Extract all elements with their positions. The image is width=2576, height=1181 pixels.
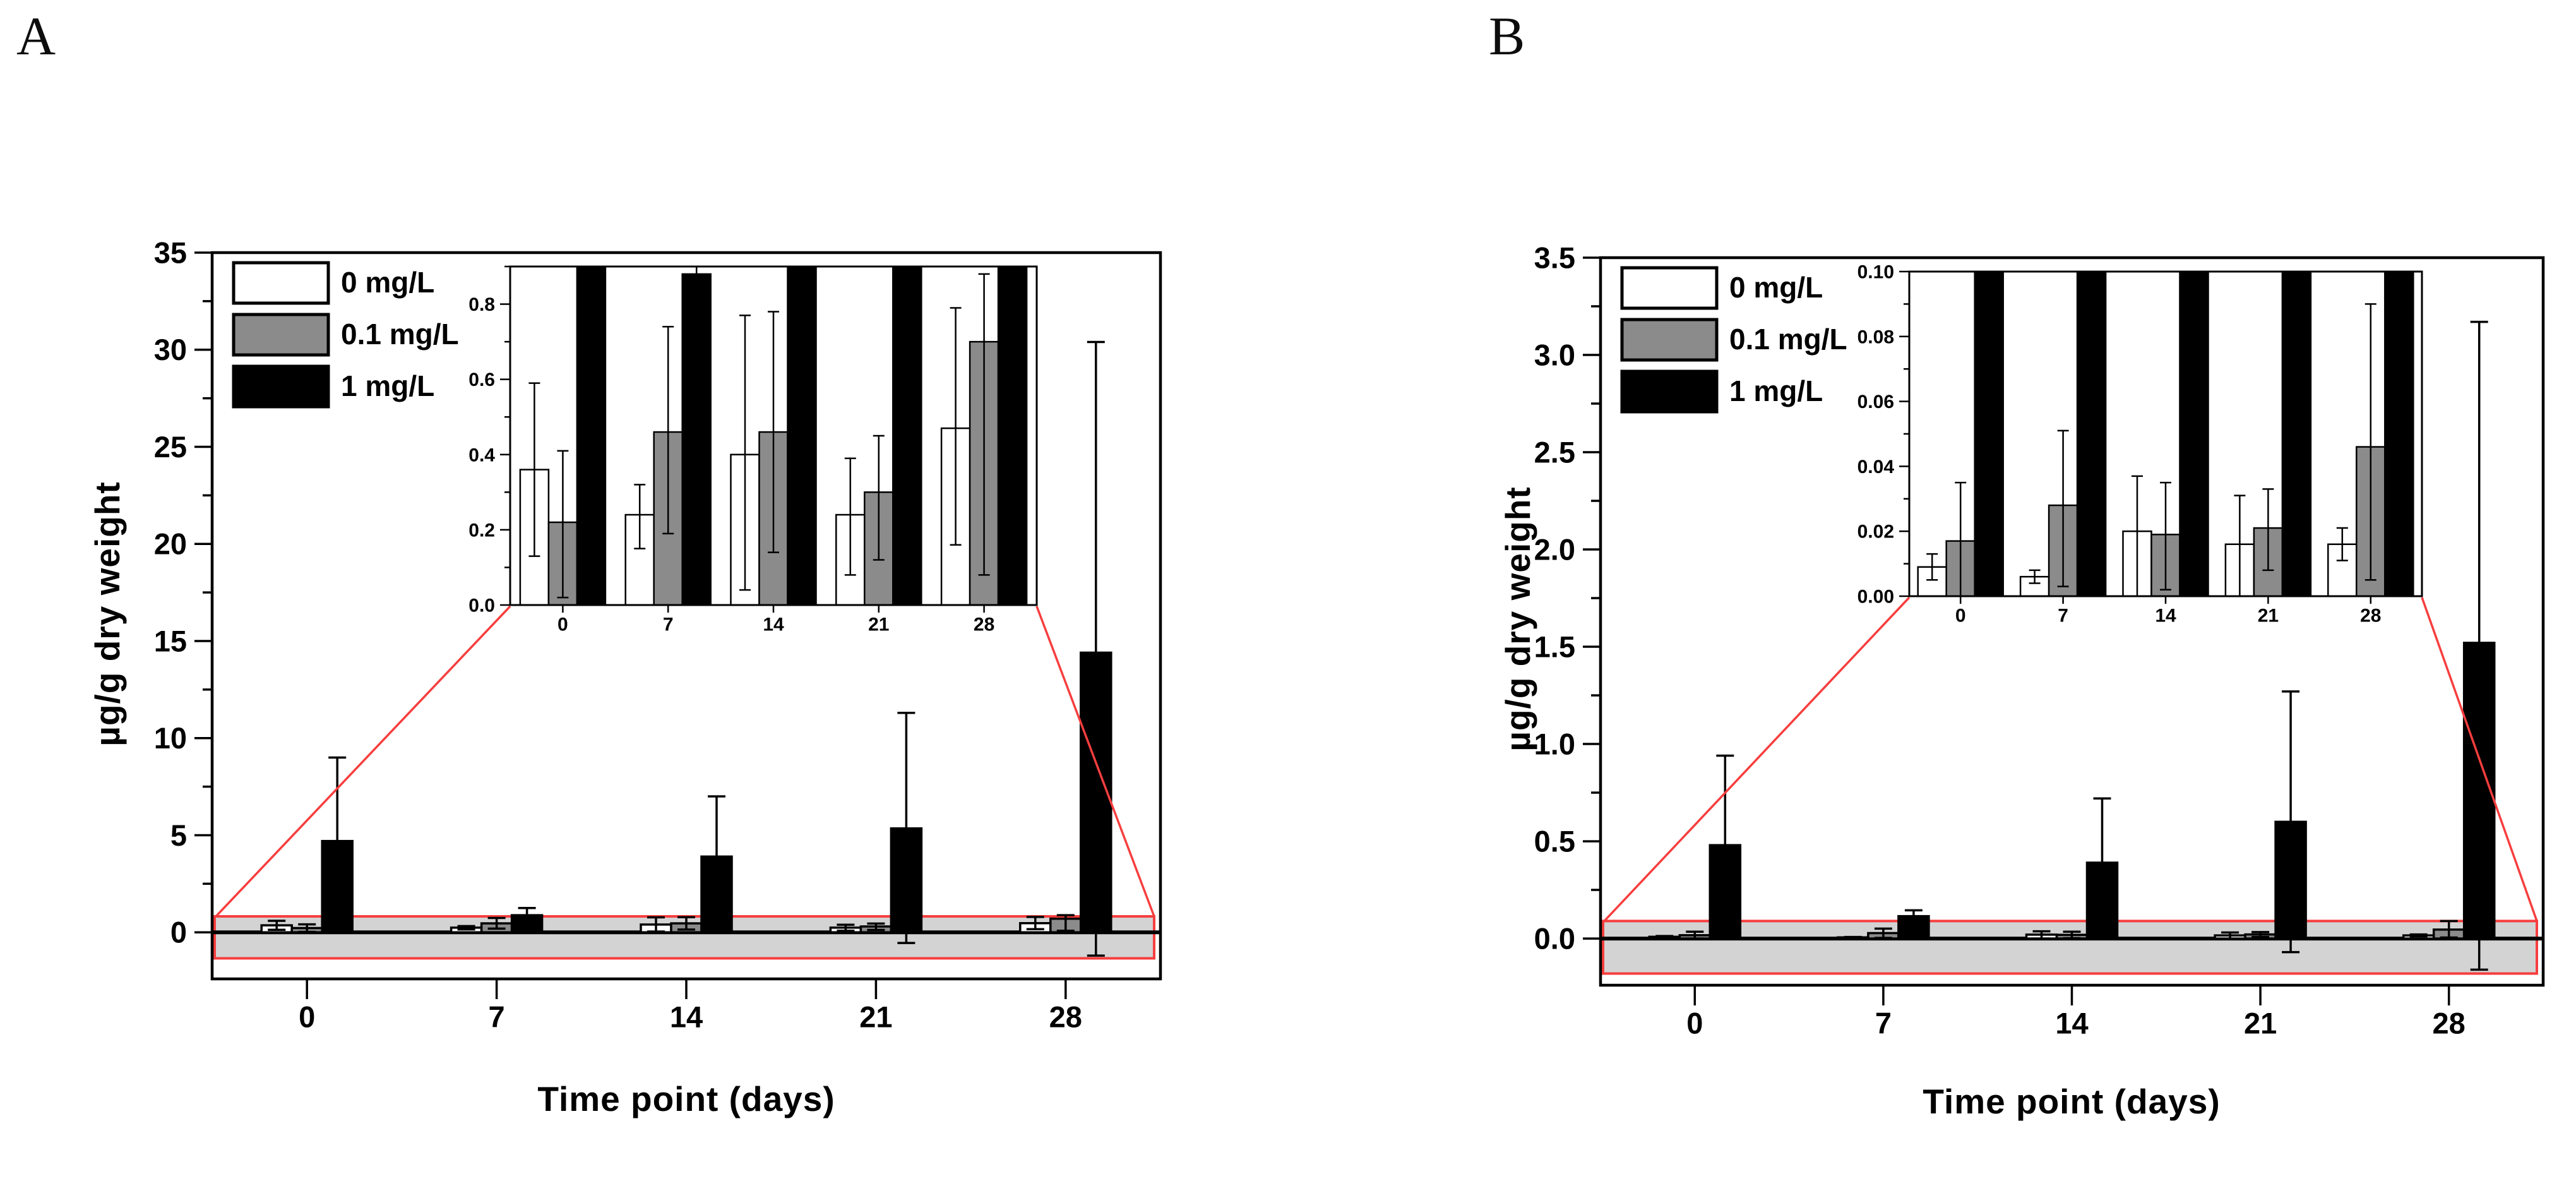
main-axes: 0.0 0.5 1.0 1.5 2.0 2.5 3.0 3.5 0 7 14 21 28 bbox=[1534, 241, 2466, 1040]
figure-panel-b: 0.00.51.01.52.02.53.03.50 7 14 21 280 mg/L0.… bbox=[1534, 241, 2545, 1040]
svg-text:28: 28 bbox=[974, 614, 994, 635]
panel-a-y-axis-title: µg/g dry weight bbox=[88, 481, 127, 746]
svg-text:14: 14 bbox=[2155, 606, 2176, 626]
svg-text:25: 25 bbox=[154, 430, 187, 464]
svg-text:0.8: 0.8 bbox=[468, 294, 495, 315]
inset-chart: 0.0 0.2 0.4 0.6 0.8 0 7 14 21 28 bbox=[468, 265, 1038, 635]
svg-text:28: 28 bbox=[2360, 606, 2381, 626]
svg-text:0.2: 0.2 bbox=[468, 520, 495, 541]
figure-panel-a: 0 5 10 15 20 25 30 35 0 7 14 21 28 0 mg/L 0.1 mg/L 1 mg… bbox=[154, 236, 1162, 1034]
svg-text:21: 21 bbox=[2258, 606, 2279, 626]
svg-text:0.1 mg/L: 0.1 mg/L bbox=[341, 318, 459, 351]
panel-b-y-axis-title: µg/g dry weight bbox=[1498, 486, 1537, 752]
main-bars bbox=[1648, 320, 2496, 971]
svg-text:14: 14 bbox=[670, 1000, 703, 1034]
svg-text:14: 14 bbox=[763, 614, 784, 635]
svg-text:3.0: 3.0 bbox=[1534, 338, 1575, 371]
svg-text:21: 21 bbox=[2244, 1007, 2277, 1040]
svg-text:7: 7 bbox=[489, 1000, 505, 1034]
svg-text:21: 21 bbox=[868, 614, 889, 635]
svg-text:1 mg/L: 1 mg/L bbox=[341, 369, 434, 402]
svg-text:14: 14 bbox=[2055, 1007, 2088, 1040]
svg-text:0.0: 0.0 bbox=[468, 596, 495, 616]
inset-bars bbox=[519, 267, 1028, 605]
svg-text:0.6: 0.6 bbox=[468, 369, 495, 390]
svg-text:2.5: 2.5 bbox=[1534, 435, 1575, 469]
inset-bars bbox=[1917, 272, 2414, 596]
svg-text:0.00: 0.00 bbox=[1857, 587, 1894, 608]
svg-text:10: 10 bbox=[154, 721, 187, 755]
panel-b-x-axis-title: Time point (days) bbox=[1923, 1082, 2221, 1121]
svg-text:3.5: 3.5 bbox=[1534, 241, 1575, 274]
legend: 0 mg/L 0.1 mg/L 1 mg/L bbox=[1620, 266, 1847, 414]
svg-text:15: 15 bbox=[154, 624, 187, 657]
svg-text:0: 0 bbox=[1686, 1007, 1703, 1040]
panel-a-x-axis-title: Time point (days) bbox=[537, 1079, 835, 1118]
svg-text:28: 28 bbox=[1049, 1000, 1082, 1034]
svg-text:0.04: 0.04 bbox=[1857, 457, 1895, 477]
svg-text:0.08: 0.08 bbox=[1857, 327, 1894, 347]
svg-text:0: 0 bbox=[299, 1000, 315, 1034]
zoom-connector-lines bbox=[1603, 596, 2538, 922]
svg-text:7: 7 bbox=[663, 614, 674, 635]
zoom-connector-lines bbox=[215, 605, 1155, 918]
svg-text:7: 7 bbox=[2058, 606, 2068, 626]
panel-a-label: A bbox=[16, 6, 56, 66]
svg-text:0: 0 bbox=[1955, 606, 1966, 626]
inset-axes: 0.00 0.02 0.04 0.06 0.08 0.10 0 7 14 21 28 bbox=[1857, 262, 2382, 626]
inset-chart: 0.00 0.02 0.04 0.06 0.08 0.10 0 7 14 21 28 bbox=[1857, 262, 2423, 626]
svg-text:28: 28 bbox=[2433, 1007, 2466, 1040]
svg-text:0.4: 0.4 bbox=[468, 445, 495, 465]
svg-text:0 mg/L: 0 mg/L bbox=[341, 266, 434, 299]
inset-axes: 0.0 0.2 0.4 0.6 0.8 0 7 14 21 28 bbox=[468, 265, 994, 635]
svg-text:0 mg/L: 0 mg/L bbox=[1729, 271, 1823, 304]
svg-text:0.06: 0.06 bbox=[1857, 392, 1894, 412]
svg-text:0.1 mg/L: 0.1 mg/L bbox=[1729, 323, 1847, 356]
svg-text:1.5: 1.5 bbox=[1534, 630, 1575, 663]
svg-text:35: 35 bbox=[154, 236, 187, 269]
main-axes: 0 5 10 15 20 25 30 35 0 7 14 21 28 bbox=[154, 236, 1082, 1033]
svg-text:5: 5 bbox=[170, 818, 187, 852]
legend: 0 mg/L 0.1 mg/L 1 mg/L bbox=[232, 261, 459, 409]
svg-text:21: 21 bbox=[859, 1000, 892, 1034]
svg-text:30: 30 bbox=[154, 333, 187, 366]
svg-text:1.0: 1.0 bbox=[1534, 728, 1575, 761]
zoom-region-band bbox=[1602, 920, 2538, 975]
svg-text:7: 7 bbox=[1875, 1007, 1892, 1040]
svg-text:0: 0 bbox=[558, 614, 568, 635]
svg-text:20: 20 bbox=[154, 527, 187, 561]
svg-text:0.02: 0.02 bbox=[1857, 522, 1894, 543]
svg-text:0.0: 0.0 bbox=[1534, 922, 1575, 956]
main-bars bbox=[260, 340, 1112, 957]
svg-text:0.5: 0.5 bbox=[1534, 825, 1575, 858]
svg-text:1 mg/L: 1 mg/L bbox=[1729, 375, 1823, 407]
svg-text:2.0: 2.0 bbox=[1534, 532, 1575, 566]
svg-text:0.10: 0.10 bbox=[1857, 262, 1894, 283]
panel-b-label: B bbox=[1489, 6, 1525, 66]
svg-text:0: 0 bbox=[170, 916, 187, 949]
